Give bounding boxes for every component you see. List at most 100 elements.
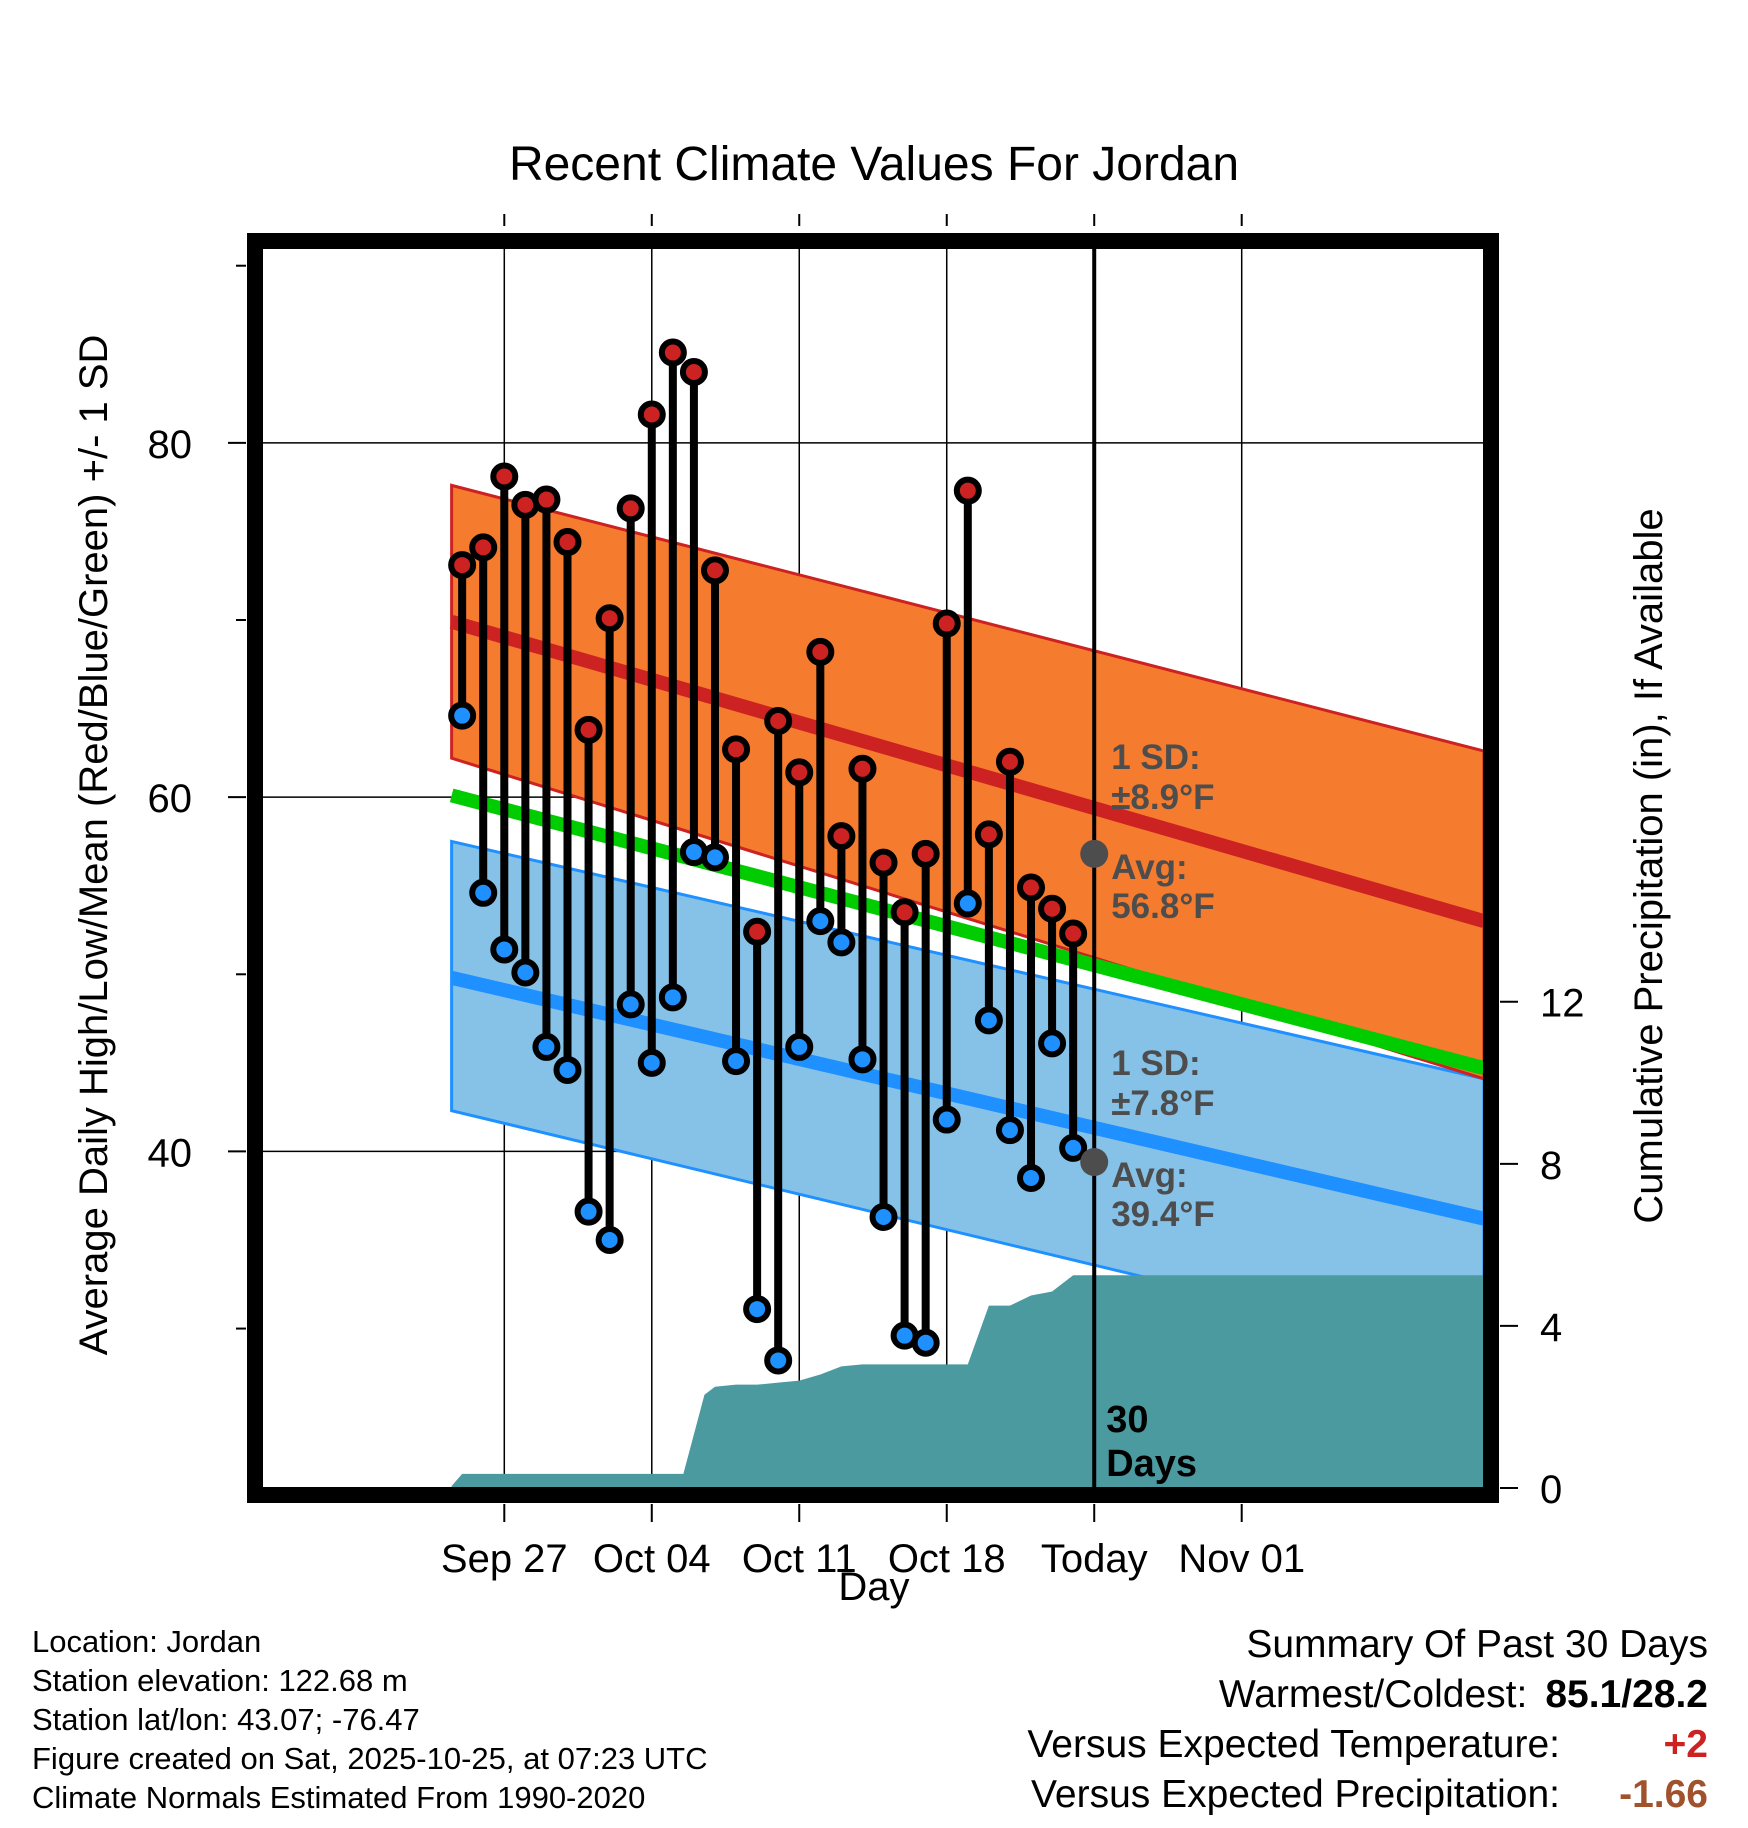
precip-anomaly-label: Versus Expected Precipitation: xyxy=(1031,1773,1560,1816)
high-avg-marker xyxy=(1080,839,1109,868)
precip-layer xyxy=(451,1275,1484,1488)
daily-high-point xyxy=(764,706,793,735)
daily-low-point xyxy=(848,1045,877,1074)
daily-high-point xyxy=(890,898,919,927)
low-sd-value: ±7.8°F xyxy=(1111,1084,1214,1123)
high-sd-value: ±8.9°F xyxy=(1111,778,1214,817)
daily-high-point xyxy=(700,556,729,585)
x-axis-label: Day xyxy=(838,1565,909,1609)
summary-title: Summary Of Past 30 Days xyxy=(1246,1623,1708,1666)
info-normals: Climate Normals Estimated From 1990-2020 xyxy=(32,1780,646,1815)
daily-low-point xyxy=(553,1055,582,1084)
daily-low-point xyxy=(995,1116,1024,1145)
daily-low-point xyxy=(974,1006,1003,1035)
warm-cold-label: Warmest/Coldest: xyxy=(1218,1673,1528,1716)
daily-high-point xyxy=(785,758,814,787)
daily-high-point xyxy=(722,735,751,764)
daily-observations xyxy=(448,338,1088,1375)
daily-high-point xyxy=(448,551,477,580)
daily-high-point xyxy=(932,609,961,638)
daily-low-point xyxy=(448,701,477,730)
info-location: Location: Jordan xyxy=(32,1624,262,1659)
low-avg-value: 39.4°F xyxy=(1111,1195,1215,1234)
low-avg-label: Avg: xyxy=(1111,1156,1187,1195)
daily-high-point xyxy=(911,839,940,868)
summary-temp: Versus Expected Temperature: +2 xyxy=(1027,1720,1708,1770)
daily-high-point xyxy=(953,476,982,505)
days-label-word: Days xyxy=(1106,1443,1197,1485)
daily-high-point xyxy=(1038,894,1067,923)
daily-high-point xyxy=(974,820,1003,849)
low-avg-marker xyxy=(1080,1148,1109,1177)
x-tick-label: Oct 18 xyxy=(888,1537,1006,1581)
daily-low-point xyxy=(469,878,498,907)
low-normal-line xyxy=(450,971,1484,1226)
high-avg-value: 56.8°F xyxy=(1111,887,1215,926)
summary-panel: Summary Of Past 30 Days Warmest/Coldest:… xyxy=(1027,1620,1708,1820)
y2-tick-label: 12 xyxy=(1540,982,1585,1026)
warm-cold-value: 85.1/28.2 xyxy=(1545,1673,1708,1716)
y-tick-label: 60 xyxy=(148,777,193,821)
daily-high-point xyxy=(616,494,645,523)
daily-low-point xyxy=(911,1328,940,1357)
y-tick-label: 40 xyxy=(148,1131,193,1175)
daily-high-point xyxy=(637,400,666,429)
info-elevation: Station elevation: 122.68 m xyxy=(32,1663,408,1698)
x-tick-label: Oct 11 xyxy=(742,1537,857,1581)
x-tick-label: Oct 04 xyxy=(593,1537,711,1581)
x-tick-label: Today xyxy=(1041,1537,1148,1581)
daily-high-point xyxy=(827,822,856,851)
summary-precip: Versus Expected Precipitation: -1.66 xyxy=(1027,1770,1708,1820)
daily-low-point xyxy=(511,958,540,987)
y2-tick-label: 4 xyxy=(1540,1306,1562,1350)
temp-anomaly-label: Versus Expected Temperature: xyxy=(1027,1723,1560,1766)
high-sd-label: 1 SD: xyxy=(1111,738,1200,777)
temp-anomaly-value: +2 xyxy=(1663,1723,1708,1766)
daily-low-point xyxy=(743,1295,772,1324)
y2-tick-label: 8 xyxy=(1540,1144,1562,1188)
daily-low-point xyxy=(722,1047,751,1076)
low-sd-label: 1 SD: xyxy=(1111,1044,1200,1083)
info-latlon: Station lat/lon: 43.07; -76.47 xyxy=(32,1702,420,1737)
precip-area xyxy=(451,1275,1484,1488)
days-label-number: 30 xyxy=(1106,1399,1148,1441)
daily-low-point xyxy=(595,1226,624,1254)
daily-high-point xyxy=(869,848,898,877)
daily-high-point xyxy=(658,338,687,367)
daily-high-point xyxy=(595,604,624,633)
daily-high-point xyxy=(553,528,582,557)
daily-low-point xyxy=(1059,1133,1088,1162)
daily-high-point xyxy=(532,485,561,514)
daily-high-point xyxy=(490,462,519,491)
mean-normal-line xyxy=(449,788,1484,1075)
chart-title: Recent Climate Values For Jordan xyxy=(509,138,1239,191)
daily-high-point xyxy=(574,715,603,744)
daily-low-point xyxy=(532,1032,561,1061)
y2-axis-label: Cumulative Precipitation (in), If Availa… xyxy=(1627,508,1671,1223)
daily-high-point xyxy=(1059,919,1088,948)
climate-chart: Recent Climate Values For Jordan 1 SD:±8… xyxy=(72,138,1671,1609)
daily-high-point xyxy=(995,747,1024,776)
daily-low-point xyxy=(574,1197,603,1226)
x-tick-label: Nov 01 xyxy=(1178,1537,1305,1581)
daily-low-point xyxy=(637,1048,666,1077)
daily-low-point xyxy=(827,928,856,957)
station-info: Location: Jordan Station elevation: 122.… xyxy=(32,1622,708,1817)
daily-low-point xyxy=(953,889,982,918)
daily-high-point xyxy=(806,637,835,666)
daily-low-point xyxy=(785,1032,814,1061)
high-avg-label: Avg: xyxy=(1111,848,1187,887)
daily-low-point xyxy=(764,1346,793,1375)
daily-low-point xyxy=(932,1105,961,1134)
y-tick-label: 80 xyxy=(148,423,193,467)
daily-high-point xyxy=(469,533,498,562)
daily-low-point xyxy=(658,983,687,1012)
y2-tick-label: 0 xyxy=(1540,1468,1562,1512)
info-created: Figure created on Sat, 2025-10-25, at 07… xyxy=(32,1741,708,1776)
daily-low-point xyxy=(1017,1164,1046,1192)
daily-high-point xyxy=(679,358,708,386)
x-tick-label: Sep 27 xyxy=(441,1537,568,1581)
plot-frame xyxy=(247,233,1499,1503)
daily-high-point xyxy=(1017,873,1046,902)
